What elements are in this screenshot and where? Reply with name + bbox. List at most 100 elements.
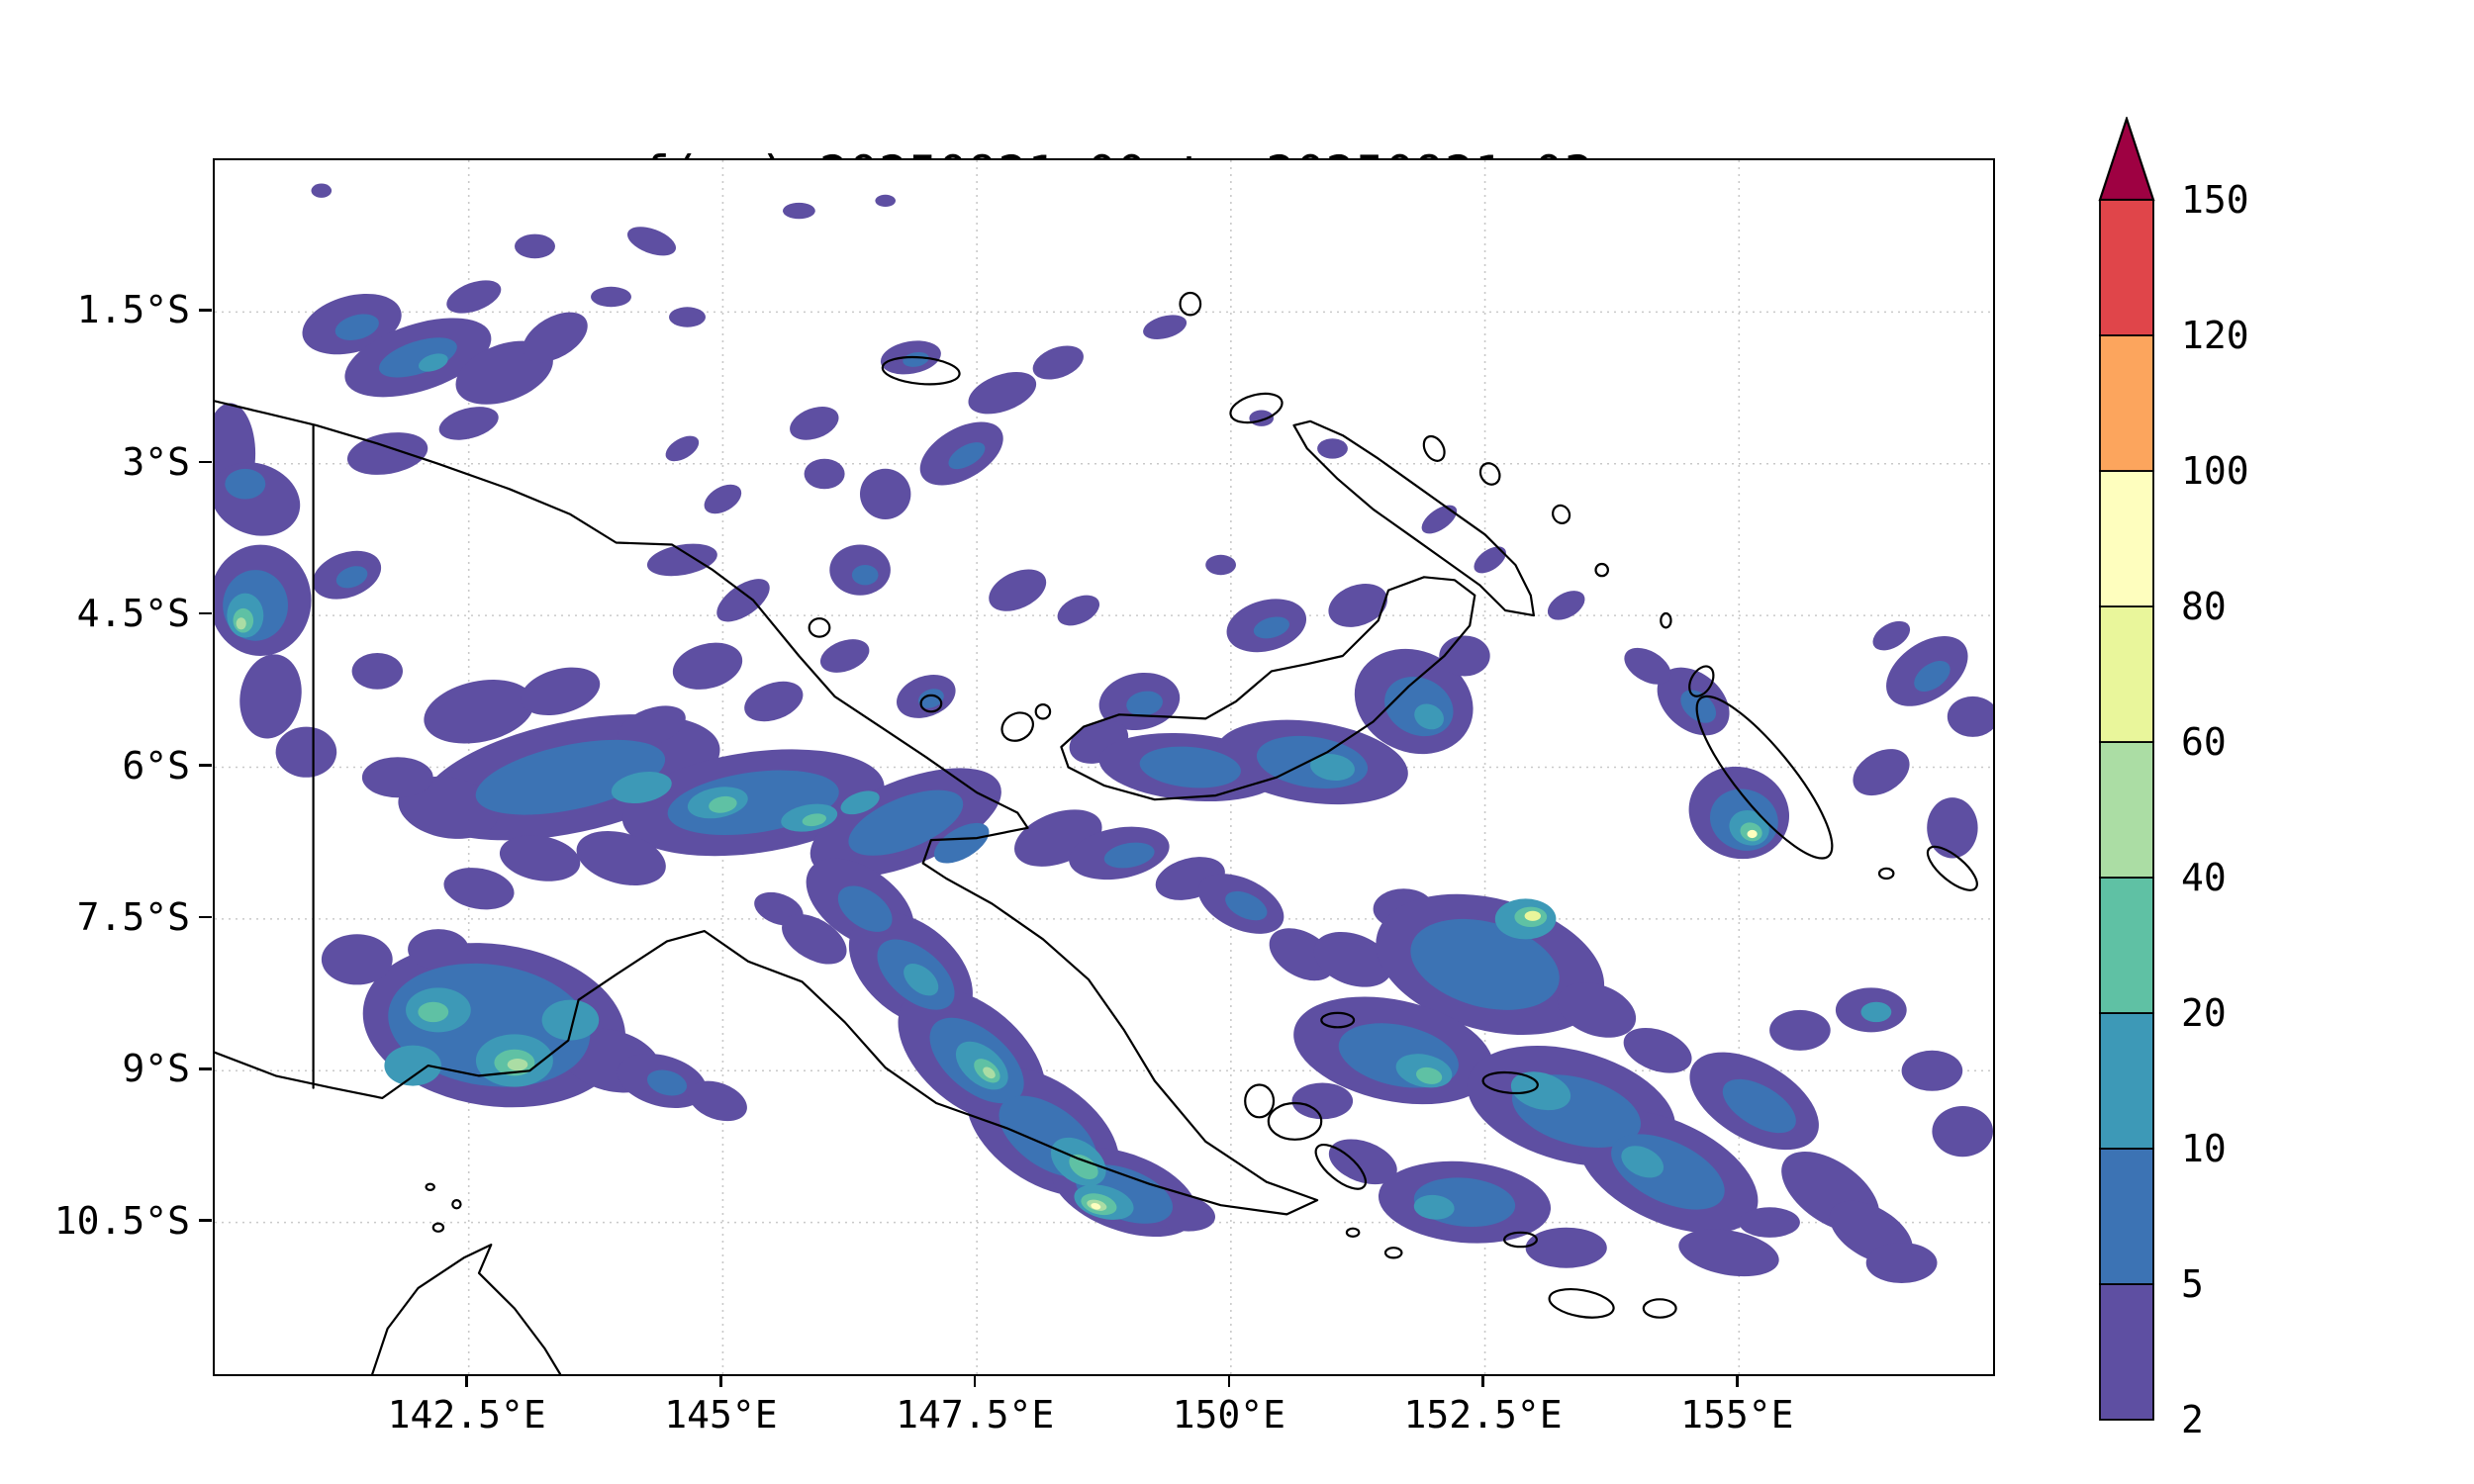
rain-cell <box>1510 1071 1571 1111</box>
rain-cell <box>1057 595 1100 626</box>
x-tick-label: 142.5°E <box>387 1393 546 1437</box>
y-tick-mark <box>199 915 212 919</box>
colorbar-segment <box>2099 741 2154 879</box>
colorbar-segment <box>2099 1012 2154 1150</box>
rain-cell <box>438 407 499 440</box>
rain-cell <box>672 642 743 690</box>
rain-cell <box>1947 696 1993 737</box>
rain-cell <box>968 371 1037 415</box>
colorbar-tick-label: 80 <box>2181 585 2227 628</box>
island-outline <box>1314 1144 1367 1190</box>
rain-cell <box>1557 982 1637 1038</box>
colorbar-segment <box>2099 877 2154 1014</box>
island-outline <box>1422 434 1446 462</box>
y-tick-mark <box>199 460 212 463</box>
rain-cell <box>1253 616 1289 639</box>
island-outline <box>1660 611 1672 629</box>
rain-cell <box>665 435 700 462</box>
y-tick-mark <box>199 764 212 767</box>
rain-cell <box>933 822 990 864</box>
rain-cell <box>1927 797 1978 859</box>
rain-cell <box>1205 554 1236 576</box>
rain-cell <box>1143 315 1188 339</box>
x-tick-mark <box>973 1374 977 1387</box>
coastline-new-ireland <box>1292 419 1535 617</box>
rain-cell <box>239 654 302 739</box>
map-svg <box>215 160 1993 1374</box>
x-tick-mark <box>719 1374 722 1387</box>
rain-cell <box>646 543 717 577</box>
rain-cell <box>334 314 379 340</box>
rain-cell <box>1853 749 1910 796</box>
y-tick-mark <box>199 309 212 312</box>
rain-cell <box>626 227 677 256</box>
island-outline <box>1695 695 1834 860</box>
colorbar-segment <box>2099 470 2154 607</box>
rain-cell <box>1103 842 1155 869</box>
rain-cell <box>744 681 804 722</box>
island-outline <box>1926 845 1978 891</box>
rain-cell <box>378 337 457 378</box>
coastline-new-britain <box>1060 576 1476 801</box>
rain-cell <box>591 286 631 308</box>
rain-cell <box>236 617 246 630</box>
rain-cell <box>321 934 393 985</box>
rain-cell <box>520 667 601 715</box>
colorbar-tick-label: 5 <box>2181 1262 2204 1306</box>
rain-cell <box>408 929 469 971</box>
island-outline <box>881 355 961 386</box>
rain-cell <box>802 813 826 827</box>
colorbar-segment <box>2099 1148 2154 1285</box>
rain-cell <box>848 789 964 856</box>
coastline-new-guinea-mainland <box>215 400 1319 1216</box>
rain-cell <box>1525 1227 1607 1268</box>
rain-cell <box>875 194 896 207</box>
island-outline <box>1642 1298 1677 1319</box>
rain-cell <box>1415 1067 1443 1084</box>
rain-cell <box>1474 546 1506 574</box>
rain-cell <box>1901 1050 1963 1091</box>
rain-cell <box>576 831 666 885</box>
x-tick-label: 152.5°E <box>1403 1393 1563 1437</box>
rain-cell <box>840 790 880 815</box>
coastline-cape-york <box>371 1244 562 1374</box>
rain-cell <box>1126 691 1163 716</box>
island-outline <box>1383 1247 1403 1259</box>
rain-cell <box>541 999 600 1041</box>
y-tick-mark <box>199 1219 212 1222</box>
rain-cell <box>1291 1082 1354 1120</box>
rain-cell <box>361 757 433 798</box>
rain-cell <box>611 772 672 803</box>
rain-cell <box>1249 410 1274 426</box>
rain-cell <box>1313 931 1392 987</box>
rain-cell <box>1621 1146 1665 1178</box>
island-outline <box>1267 1101 1323 1141</box>
y-tick-label: 7.5°S <box>76 894 190 939</box>
rain-cell <box>716 579 770 622</box>
rain-cell <box>1439 635 1490 677</box>
island-outline <box>431 1222 445 1233</box>
rain-cell <box>1328 1139 1397 1185</box>
island-outline <box>1548 1288 1615 1319</box>
island-outline <box>1229 392 1284 424</box>
rain-cell <box>837 885 893 932</box>
rain-cell <box>346 432 428 475</box>
rain-cell <box>384 1045 441 1086</box>
rain-cell <box>1317 438 1348 459</box>
rain-cell <box>418 353 448 372</box>
rain-cell <box>1865 1243 1938 1283</box>
island-outline <box>1179 291 1202 317</box>
x-tick-mark <box>1736 1374 1739 1387</box>
rain-cell <box>904 964 939 996</box>
rain-cell <box>918 689 944 708</box>
rain-cell <box>1139 746 1241 788</box>
x-tick-label: 147.5°E <box>896 1393 1055 1437</box>
x-tick-label: 145°E <box>664 1393 778 1437</box>
rain-cell <box>515 233 555 259</box>
rain-cell <box>311 183 333 198</box>
island-outline <box>919 694 943 713</box>
rain-cell <box>424 680 534 744</box>
rain-cell <box>1091 1203 1101 1210</box>
rain-cell <box>1769 1009 1831 1051</box>
